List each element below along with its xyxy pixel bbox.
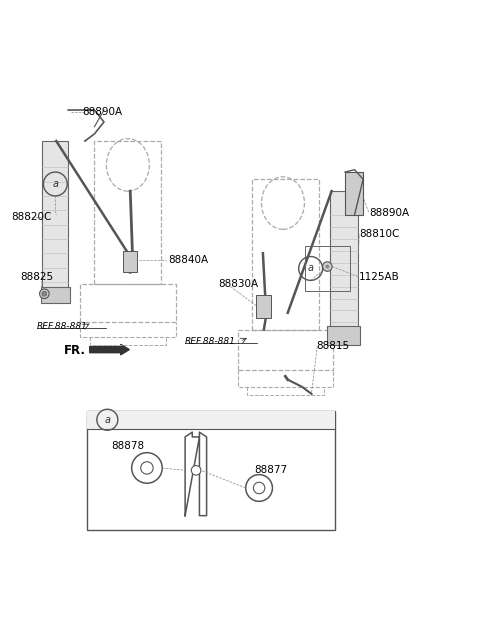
Circle shape	[39, 289, 49, 298]
FancyArrow shape	[90, 344, 129, 355]
Text: 88815: 88815	[316, 341, 349, 351]
Text: REF.88-881: REF.88-881	[37, 322, 88, 331]
Text: 88830A: 88830A	[218, 279, 259, 289]
Text: FR.: FR.	[63, 344, 85, 356]
Circle shape	[323, 262, 332, 271]
Text: a: a	[104, 415, 110, 425]
Text: 88840A: 88840A	[168, 255, 208, 266]
Bar	[87, 411, 336, 530]
Text: 1125AB: 1125AB	[360, 272, 400, 282]
Bar	[42, 141, 68, 294]
Text: 88890A: 88890A	[369, 207, 409, 218]
Bar	[330, 191, 359, 332]
Text: 88810C: 88810C	[360, 229, 400, 239]
Circle shape	[42, 291, 47, 296]
Bar	[123, 251, 137, 272]
Bar	[256, 294, 271, 317]
Text: a: a	[52, 179, 58, 189]
Bar	[345, 172, 363, 215]
Bar	[40, 287, 70, 303]
Text: a: a	[308, 264, 313, 273]
Text: 88877: 88877	[254, 465, 288, 476]
Text: REF.88-881: REF.88-881	[185, 337, 236, 346]
Text: 88890A: 88890A	[83, 108, 123, 117]
Text: 88878: 88878	[111, 442, 144, 451]
Bar	[87, 411, 336, 429]
Bar	[327, 326, 360, 345]
Circle shape	[192, 465, 201, 475]
Text: 88825: 88825	[21, 272, 54, 282]
Bar	[305, 246, 350, 291]
Text: 88820C: 88820C	[11, 212, 51, 222]
Circle shape	[325, 265, 329, 268]
